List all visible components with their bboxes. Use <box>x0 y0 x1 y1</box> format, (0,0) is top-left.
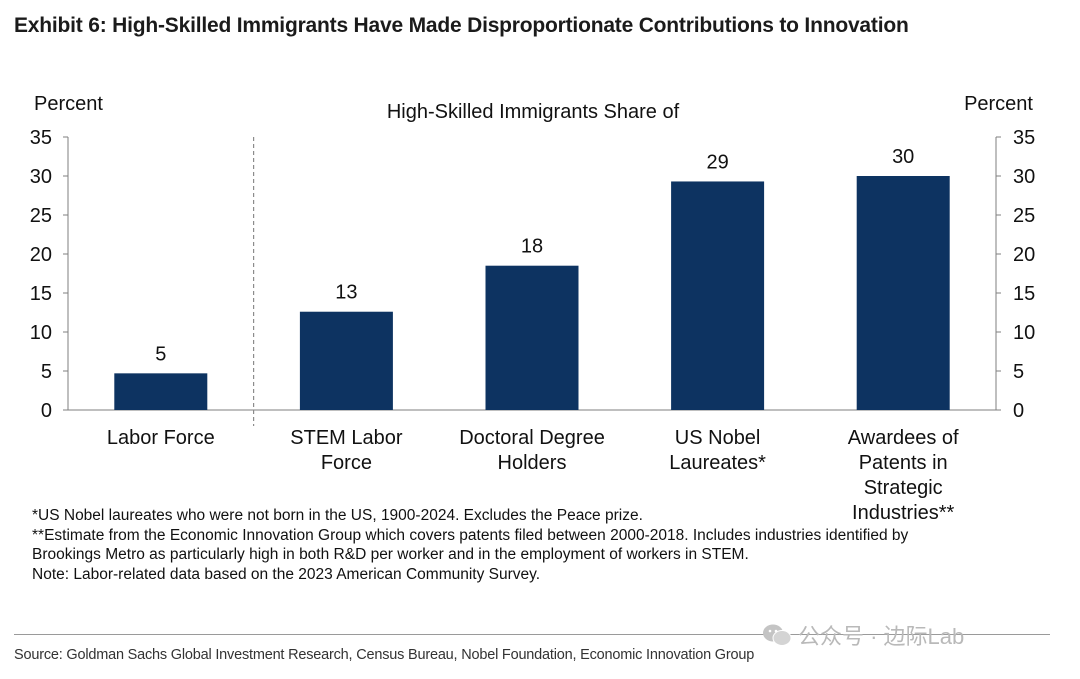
footnote-nobel: *US Nobel laureates who were not born in… <box>32 507 643 524</box>
wechat-icon <box>763 624 792 646</box>
y-tick-label-left: 20 <box>30 244 52 266</box>
y-tick-label-right: 30 <box>1013 166 1035 188</box>
category-label: Strategic <box>864 477 943 499</box>
bar <box>299 311 393 410</box>
source-text: Source: Goldman Sachs Global Investment … <box>14 647 755 663</box>
category-label: Awardees of <box>848 427 959 449</box>
category-label: US Nobel <box>675 427 761 449</box>
category-label: Patents in <box>859 452 948 474</box>
y-tick-label-right: 20 <box>1013 244 1035 266</box>
footnote-patents-cont: Brookings Metro as particularly high in … <box>32 546 749 563</box>
y-tick-label-right: 25 <box>1013 205 1035 227</box>
data-label: 5 <box>155 343 166 365</box>
bar <box>485 265 579 410</box>
y-tick-label-left: 30 <box>30 166 52 188</box>
data-label: 29 <box>706 151 728 173</box>
y-tick-label-left: 15 <box>30 283 52 305</box>
category-label: Force <box>321 452 372 474</box>
y-axis-title-left: Percent <box>34 93 103 115</box>
y-tick-label-right: 0 <box>1013 400 1024 422</box>
source-divider <box>14 634 1050 635</box>
y-tick-label-left: 25 <box>30 205 52 227</box>
chart-title: Exhibit 6: High-Skilled Immigrants Have … <box>14 14 909 37</box>
y-axis-title-right: Percent <box>964 93 1033 115</box>
chart-subtitle: High-Skilled Immigrants Share of <box>387 101 680 123</box>
footnote-labor-data: Note: Labor-related data based on the 20… <box>32 565 541 583</box>
y-tick-label-left: 5 <box>41 361 52 383</box>
y-tick-label-left: 10 <box>30 322 52 344</box>
footnotes: *US Nobel laureates who were not born in… <box>32 506 908 584</box>
watermark-text: 公众号 · 边际Lab <box>798 624 965 649</box>
data-label: 18 <box>521 236 543 258</box>
y-tick-label-right: 15 <box>1013 283 1035 305</box>
category-label: Laureates* <box>669 452 766 474</box>
data-label: 13 <box>335 282 357 304</box>
y-tick-label-right: 10 <box>1013 322 1035 344</box>
y-tick-label-right: 35 <box>1013 127 1035 149</box>
bar <box>114 373 208 410</box>
category-label: Labor Force <box>107 427 215 449</box>
data-label: 30 <box>892 146 914 168</box>
category-label: STEM Labor <box>290 427 403 449</box>
category-label: Industries** <box>852 502 954 524</box>
bar <box>856 176 950 410</box>
category-label: Holders <box>498 452 567 474</box>
y-tick-label-left: 35 <box>30 127 52 149</box>
footnote-patents: **Estimate from the Economic Innovation … <box>32 526 909 544</box>
bar <box>671 181 765 410</box>
y-tick-label-left: 0 <box>41 400 52 422</box>
y-tick-label-right: 5 <box>1013 361 1024 383</box>
watermark: 公众号 · 边际Lab <box>762 619 964 651</box>
category-label: Doctoral Degree <box>459 427 605 449</box>
